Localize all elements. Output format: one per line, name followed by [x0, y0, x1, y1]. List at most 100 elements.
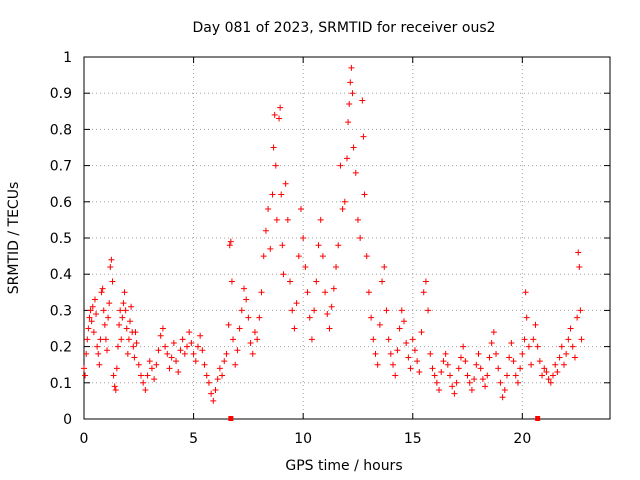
- data-point: [530, 336, 537, 343]
- data-point: [119, 314, 126, 321]
- data-point: [277, 104, 284, 111]
- data-point: [251, 329, 258, 336]
- data-point: [315, 242, 322, 249]
- data-point: [93, 311, 100, 318]
- data-point: [98, 289, 105, 296]
- y-axis-label: SRMTID / TECUs: [6, 182, 22, 295]
- y-tick-label: 0.1: [50, 376, 72, 392]
- data-point: [571, 354, 578, 361]
- data-point: [464, 372, 471, 379]
- data-point: [534, 343, 541, 350]
- data-point: [135, 361, 142, 368]
- data-point: [381, 263, 388, 270]
- data-point: [374, 361, 381, 368]
- data-point: [212, 387, 219, 394]
- data-point: [284, 216, 291, 223]
- data-point: [482, 383, 489, 390]
- data-point: [416, 368, 423, 375]
- data-point: [151, 376, 158, 383]
- x-tick-label: 20: [513, 431, 531, 447]
- data-point: [438, 368, 445, 375]
- data-point: [383, 307, 390, 314]
- data-point: [164, 350, 171, 357]
- data-point: [348, 64, 355, 71]
- data-point: [280, 271, 287, 278]
- data-point: [97, 336, 104, 343]
- data-point: [497, 379, 504, 386]
- data-point: [330, 285, 337, 292]
- data-point: [411, 347, 418, 354]
- data-point: [210, 397, 217, 404]
- data-point: [578, 336, 585, 343]
- y-tick-label: 0.4: [50, 267, 72, 283]
- data-point: [501, 387, 508, 394]
- y-tick-label: 0.3: [50, 303, 72, 319]
- data-point: [226, 242, 233, 249]
- data-point: [118, 336, 125, 343]
- data-point: [392, 372, 399, 379]
- data-point: [245, 314, 252, 321]
- data-point: [554, 368, 561, 375]
- data-point: [337, 162, 344, 169]
- data-point: [517, 365, 524, 372]
- data-point: [536, 358, 543, 365]
- axis-marker: [535, 416, 541, 421]
- data-point: [532, 321, 539, 328]
- data-point: [188, 339, 195, 346]
- data-point: [510, 358, 517, 365]
- data-point: [91, 296, 98, 303]
- data-point: [179, 336, 186, 343]
- data-point: [341, 198, 348, 205]
- data-point: [484, 372, 491, 379]
- data-point: [240, 285, 247, 292]
- data-point: [117, 307, 124, 314]
- data-point: [503, 372, 510, 379]
- data-point: [271, 111, 278, 118]
- y-tick-label: 1: [63, 50, 72, 66]
- data-point: [95, 350, 102, 357]
- data-point: [493, 350, 500, 357]
- data-point: [539, 372, 546, 379]
- data-point: [567, 325, 574, 332]
- data-point: [444, 361, 451, 368]
- data-point: [488, 339, 495, 346]
- data-point: [197, 332, 204, 339]
- data-point: [440, 358, 447, 365]
- data-point: [278, 191, 285, 198]
- data-point: [232, 361, 239, 368]
- data-point: [190, 350, 197, 357]
- data-point: [270, 144, 277, 151]
- data-point: [133, 339, 140, 346]
- data-point: [556, 354, 563, 361]
- data-point: [495, 365, 502, 372]
- data-point: [88, 318, 95, 325]
- data-point: [254, 336, 261, 343]
- data-point: [431, 372, 438, 379]
- data-point: [361, 191, 368, 198]
- data-point: [339, 206, 346, 213]
- data-point: [110, 372, 117, 379]
- data-point: [181, 350, 188, 357]
- data-point: [552, 361, 559, 368]
- data-point: [394, 347, 401, 354]
- data-point: [111, 383, 118, 390]
- data-point: [521, 336, 528, 343]
- data-point: [447, 372, 454, 379]
- data-point: [390, 361, 397, 368]
- data-point: [328, 303, 335, 310]
- data-point: [247, 339, 254, 346]
- data-point: [94, 343, 101, 350]
- data-point: [162, 343, 169, 350]
- x-tick-label: 5: [189, 431, 198, 447]
- data-point: [528, 361, 535, 368]
- data-point: [345, 119, 352, 126]
- data-point: [282, 180, 289, 187]
- data-point: [236, 325, 243, 332]
- data-point: [359, 97, 366, 104]
- data-point: [84, 336, 91, 343]
- data-point: [225, 321, 232, 328]
- data-point: [175, 368, 182, 375]
- data-point: [168, 354, 175, 361]
- x-tick-label: 0: [80, 431, 89, 447]
- data-point: [442, 350, 449, 357]
